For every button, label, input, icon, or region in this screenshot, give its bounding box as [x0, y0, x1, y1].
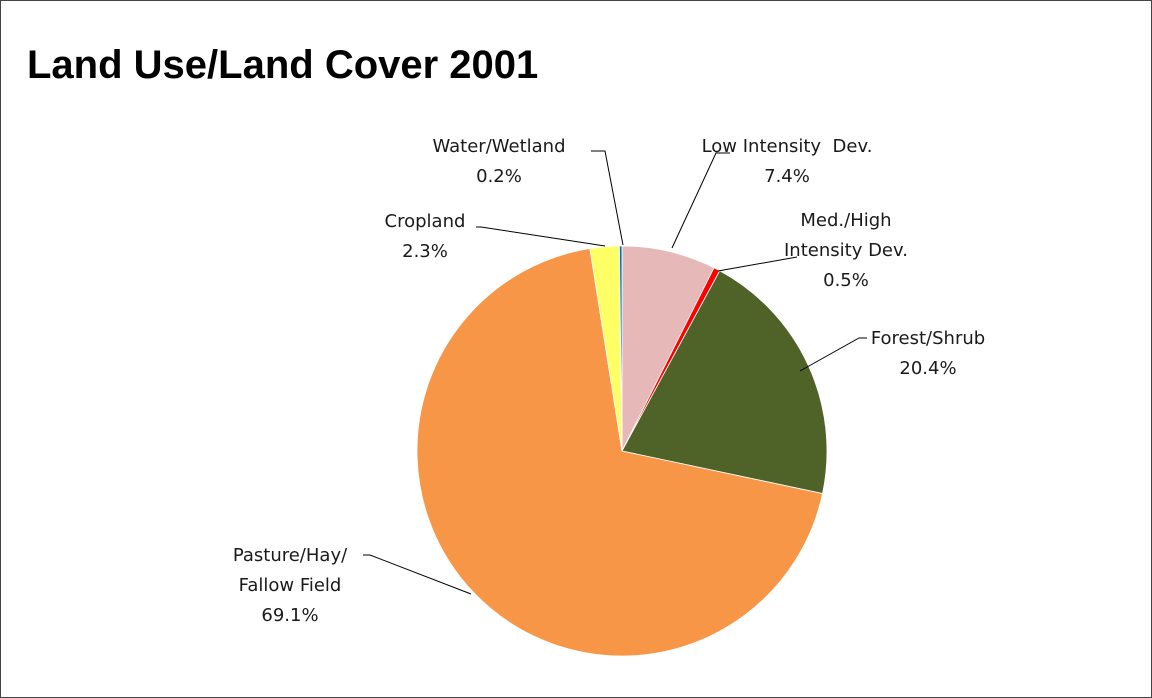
leader-line-cropland [476, 226, 606, 247]
data-label-low-intensity-dev: Low Intensity Dev. 7.4% [702, 136, 873, 187]
data-label-line: Pasture/Hay/ [233, 545, 348, 566]
data-label-line: Cropland [385, 211, 466, 232]
data-label-line: Low Intensity Dev. [702, 136, 873, 157]
data-label-line: Water/Wetland [432, 136, 565, 157]
pie-slice-pasture-hay-fallow-field [416, 248, 824, 657]
leader-line-low-intensity-dev [671, 152, 730, 249]
leader-line-water-wetland [591, 150, 624, 246]
data-label-line: 20.4% [899, 358, 956, 379]
data-label-forest-shrub: Forest/Shrub 20.4% [871, 328, 985, 379]
data-label-line: 7.4% [764, 166, 810, 187]
data-label-line: Fallow Field [239, 575, 342, 596]
leader-line-med-high-intensity-dev [717, 256, 798, 272]
pie-slice-water-wetland [619, 245, 623, 452]
data-label-line: 0.2% [476, 166, 522, 187]
data-label-line: 2.3% [402, 241, 448, 262]
data-label-cropland: Cropland 2.3% [385, 211, 466, 262]
pie-slice-forest-shrub [621, 270, 828, 495]
chart-title: Land Use/Land Cover 2001 [27, 43, 539, 87]
leader-line-pasture-hay-fallow-field [363, 554, 472, 595]
data-label-pasture-hay-fallow-field: Pasture/Hay/Fallow Field 69.1% [233, 545, 348, 626]
data-label-med-high-intensity-dev: Med./High Intensity Dev. 0.5% [784, 210, 908, 291]
data-label-line: 0.5% [823, 270, 869, 291]
leader-line-forest-shrub [799, 337, 867, 372]
data-label-line: 69.1% [261, 605, 318, 626]
data-label-water-wetland: Water/Wetland 0.2% [432, 136, 565, 187]
data-label-line: Med./High [800, 210, 891, 231]
data-label-line: Forest/Shrub [871, 328, 985, 349]
data-label-line: Intensity Dev. [784, 240, 908, 261]
